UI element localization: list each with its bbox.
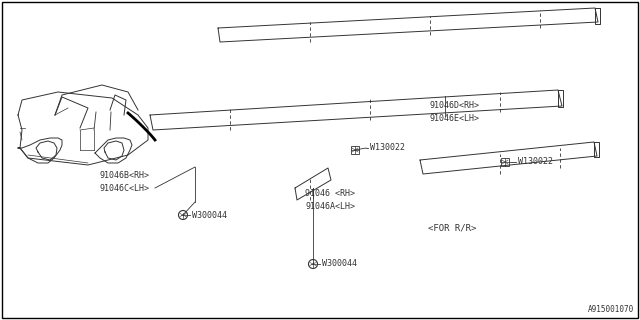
Text: W130022: W130022 (370, 143, 405, 153)
Text: 91046 <RH>
91046A<LH>: 91046 <RH> 91046A<LH> (305, 189, 355, 211)
Text: W300044: W300044 (322, 260, 357, 268)
Text: W130022: W130022 (518, 157, 553, 166)
Text: <FOR R/R>: <FOR R/R> (428, 223, 476, 233)
Bar (501, 158, 509, 166)
Text: A915001070: A915001070 (588, 306, 634, 315)
Text: 91046B<RH>
91046C<LH>: 91046B<RH> 91046C<LH> (100, 171, 150, 193)
Bar (351, 146, 359, 154)
Text: W300044: W300044 (192, 211, 227, 220)
Text: 91046D<RH>
91046E<LH>: 91046D<RH> 91046E<LH> (430, 101, 480, 123)
